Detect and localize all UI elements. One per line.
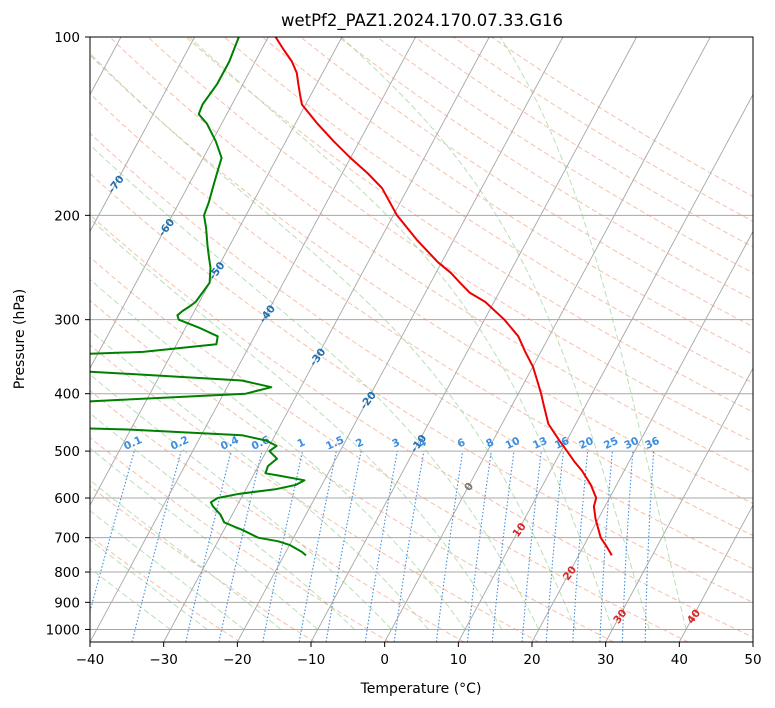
dry-adiabat (90, 93, 753, 537)
isotherm-line (457, 93, 753, 642)
y-tick-label: 300 (54, 313, 80, 329)
mixing-ratio-label: 13 (531, 435, 549, 452)
moist-adiabat (499, 37, 687, 630)
mixing-ratio-label: 3 (390, 436, 402, 450)
isotherm-line (310, 37, 638, 642)
mixing-ratio-label: 20 (577, 435, 595, 452)
y-tick-label: 100 (54, 30, 80, 46)
x-axis-label: Temperature (°C) (360, 681, 482, 697)
mixing-ratio-line (262, 450, 304, 642)
isotherm-line (90, 37, 196, 233)
dry-adiabat (338, 37, 753, 301)
y-tick-label: 700 (54, 531, 80, 547)
mixing-ratio-line (185, 450, 232, 642)
mixing-ratio-line (545, 451, 564, 642)
mixing-ratio-line (491, 451, 515, 642)
isotherm-line (90, 37, 417, 642)
isotherm-line (678, 504, 753, 642)
dry-adiabat (90, 256, 689, 642)
mixing-ratio-label: 8 (484, 436, 496, 450)
y-tick-label: 200 (54, 208, 80, 224)
y-tick-label: 500 (54, 444, 80, 460)
dry-adiabat (90, 390, 465, 642)
moist-adiabat (90, 510, 245, 630)
dry-adiabat (90, 535, 241, 642)
x-tick-label: 30 (597, 652, 614, 668)
dry-adiabat (90, 485, 315, 642)
mixing-ratio-line (621, 451, 634, 642)
mixing-ratio-label: 4 (417, 436, 429, 450)
mixing-ratio-line (521, 451, 542, 642)
dry-adiabat (147, 37, 753, 443)
x-tick-label: −30 (149, 652, 178, 668)
dry-adiabat (90, 132, 753, 570)
y-tick-label: 1000 (46, 622, 80, 638)
mixing-ratio-line (90, 450, 135, 614)
isotherm-line (531, 230, 753, 642)
isotherm-line (163, 37, 490, 642)
mixing-ratio-label: 6 (456, 436, 468, 450)
y-tick-label: 900 (54, 595, 80, 611)
dry-adiabat (90, 437, 390, 642)
dry-adiabat (90, 172, 753, 604)
x-tick-label: 50 (744, 652, 761, 668)
x-tick-label: −20 (223, 652, 252, 668)
temperature-profile-line (274, 37, 613, 556)
axes: −40 −30 −20 −10 0 10 20 30 40 50 100 200 300 400 500 60… (46, 30, 762, 668)
mixing-ratio-line (599, 451, 613, 642)
mixing-ratio-label: 1 (295, 436, 307, 450)
moist-adiabat (90, 479, 282, 630)
x-tick-label: 10 (450, 652, 467, 668)
moist-adiabat (90, 447, 319, 630)
moist-adiabat (90, 329, 429, 630)
dewpoint-profile-line (90, 37, 307, 557)
moist-adiabat (90, 278, 466, 630)
x-tick-label: 0 (380, 652, 389, 668)
isotherm-line (236, 37, 564, 642)
x-tick-label: −40 (76, 652, 105, 668)
y-tick-label: 800 (54, 565, 80, 581)
mixing-ratio-label: 30 (622, 435, 640, 452)
mixing-ratio-label: 25 (602, 435, 620, 452)
moist-adiabat (90, 217, 503, 630)
plot-frame (89, 36, 754, 643)
dry-adiabat (185, 37, 753, 413)
mixing-ratio-label: 36 (643, 435, 661, 452)
mixing-ratio-label: 10 (504, 435, 522, 452)
y-axis-label: Pressure (hPa) (12, 289, 28, 389)
y-tick-label: 400 (54, 387, 80, 403)
moist-adiabat (90, 144, 540, 630)
dry-adiabat (90, 299, 614, 642)
x-tick-label: −10 (297, 652, 326, 668)
mixing-ratio-line (131, 450, 182, 642)
x-tick-label: 20 (523, 652, 540, 668)
mixing-ratio-label: 2 (354, 436, 366, 450)
isotherm-line (90, 37, 343, 507)
moist-adiabat (90, 373, 392, 630)
moist-adiabat (189, 37, 613, 630)
moist-adiabat (90, 52, 577, 630)
isotherm-line (384, 37, 711, 642)
x-tick-label: 40 (671, 652, 688, 668)
y-tick-label: 600 (54, 491, 80, 507)
dry-adiabat (300, 37, 753, 328)
chart-title: wetPf2_PAZ1.2024.170.07.33.G16 (281, 11, 563, 31)
mixing-ratio-line (218, 450, 263, 642)
isotherm-line (605, 367, 753, 642)
mixing-ratio-line (572, 451, 589, 642)
